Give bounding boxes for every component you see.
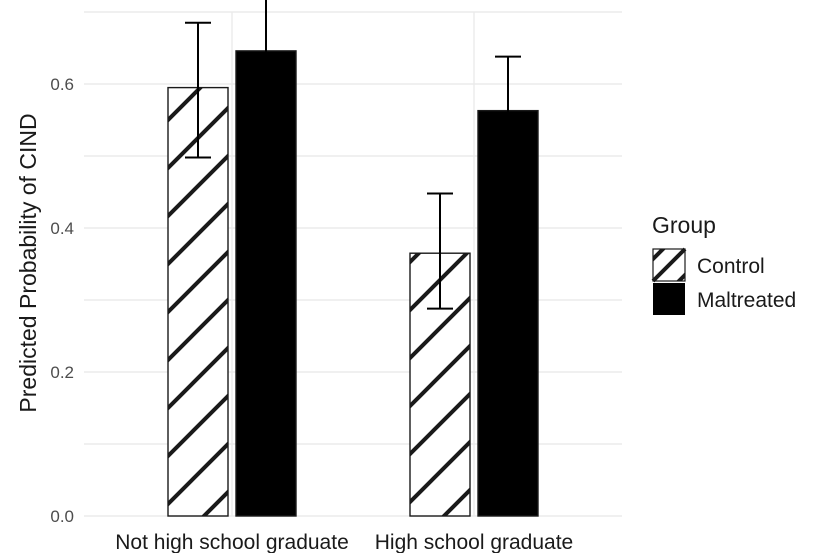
error-bar-maltreated-0 (253, 0, 279, 105)
bar-maltreated-1 (477, 109, 539, 517)
y-tick-label: 0.6 (50, 75, 74, 94)
bar-maltreated-0 (235, 50, 297, 517)
y-tick-label: 0.2 (50, 363, 74, 382)
error-bar-control-0 (185, 21, 211, 159)
y-axis-title: Predicted Probability of CIND (15, 113, 41, 412)
y-axis: 0.0 0.2 0.4 0.6 (50, 75, 74, 526)
legend-swatch-maltreated (653, 283, 685, 315)
legend: Group Control Maltreated (651, 212, 796, 315)
grid-lines (84, 11, 622, 517)
error-bars (185, 0, 521, 310)
legend-title: Group (652, 212, 716, 238)
legend-label-maltreated: Maltreated (697, 289, 796, 312)
legend-swatch-control-hatch (651, 247, 687, 283)
x-tick-label: High school graduate (375, 531, 573, 553)
x-tick-label: Not high school graduate (115, 531, 349, 553)
y-tick-label: 0.4 (50, 219, 74, 238)
legend-label-control: Control (697, 255, 765, 278)
x-axis: Not high school graduate High school grad… (115, 531, 573, 554)
error-bar-control-1 (427, 192, 453, 310)
bars (167, 50, 539, 517)
error-bar-maltreated-1 (495, 55, 521, 167)
y-tick-label: 0.0 (50, 507, 74, 526)
